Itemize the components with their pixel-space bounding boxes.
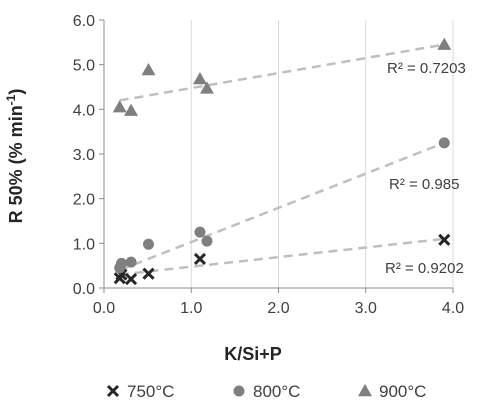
legend-label-800: 800°C xyxy=(253,382,300,401)
legend-marker-900 xyxy=(358,384,372,397)
y-tick-label: 4.0 xyxy=(73,102,95,119)
legend-item-900: 900°C xyxy=(358,382,426,401)
y-tick-label: 2.0 xyxy=(73,192,95,209)
x-tick-label: 1.0 xyxy=(180,300,202,317)
data-point xyxy=(125,256,137,268)
axes xyxy=(99,19,454,293)
x-tick-label: 3.0 xyxy=(355,300,377,317)
y-tick-label: 6.0 xyxy=(73,13,95,30)
legend-marker-shape xyxy=(233,385,245,397)
data-point xyxy=(437,37,452,50)
data-point xyxy=(199,81,214,94)
y-axis-title-close: ) xyxy=(6,89,26,95)
x-mark-stroke xyxy=(193,252,207,266)
data-point xyxy=(142,267,155,280)
legend-marker-750 xyxy=(106,384,120,398)
x-mark-stroke xyxy=(124,273,138,286)
x-mark-stroke xyxy=(142,267,155,280)
legend-marker-shape xyxy=(106,384,120,398)
legend-label-750: 750°C xyxy=(127,382,174,401)
y-tick-label: 1.0 xyxy=(73,236,95,253)
x-mark-stroke xyxy=(106,384,120,398)
x-tick-label: 2.0 xyxy=(267,300,289,317)
legend-item-800: 800°C xyxy=(233,382,300,401)
legend-marker-shape xyxy=(358,384,372,397)
data-point xyxy=(438,233,451,246)
data-point xyxy=(124,273,138,286)
legend: 750°C 800°C 900°C xyxy=(106,382,426,401)
data-point xyxy=(124,103,139,116)
data-point xyxy=(141,63,156,76)
r2-label-750: R² = 0.9202 xyxy=(385,260,464,277)
x-tick-label: 4.0 xyxy=(442,300,464,317)
legend-item-750: 750°C xyxy=(106,382,174,401)
trendlines xyxy=(119,43,445,276)
r2-label-800: R² = 0.985 xyxy=(389,176,459,193)
legend-marker-800 xyxy=(233,385,245,397)
data-points xyxy=(112,37,452,286)
trendline-900°C xyxy=(119,43,445,102)
data-point xyxy=(193,252,207,266)
tick-labels: 0.0 1.0 2.0 3.0 4.0 5.0 6.0 0.0 1.0 2.0 3.0 4.0 xyxy=(73,13,464,317)
data-point xyxy=(201,235,213,247)
x-mark-stroke xyxy=(115,268,128,281)
x-tick-label: 0.0 xyxy=(93,300,115,317)
trendline-800°C xyxy=(119,141,445,272)
y-tick-label: 5.0 xyxy=(73,58,95,75)
x-mark-stroke xyxy=(438,233,451,246)
data-point xyxy=(194,226,206,238)
y-axis-title-unit-exponent: -1 xyxy=(4,94,18,105)
data-point xyxy=(115,257,127,269)
y-tick-label: 0.0 xyxy=(73,281,95,298)
y-axis-title: R 50% (% min-1) xyxy=(4,89,26,224)
data-point xyxy=(192,71,207,85)
y-tick-label: 3.0 xyxy=(73,147,95,164)
y-axis-title-main: R 50% (% min xyxy=(6,105,26,223)
data-point xyxy=(142,238,154,250)
x-axis-title: K/Si+P xyxy=(224,344,282,364)
data-point xyxy=(112,100,127,113)
data-point xyxy=(438,137,450,149)
legend-label-900: 900°C xyxy=(379,382,426,401)
trendline-750°C xyxy=(119,237,445,276)
r2-label-900: R² = 0.7203 xyxy=(387,60,466,77)
